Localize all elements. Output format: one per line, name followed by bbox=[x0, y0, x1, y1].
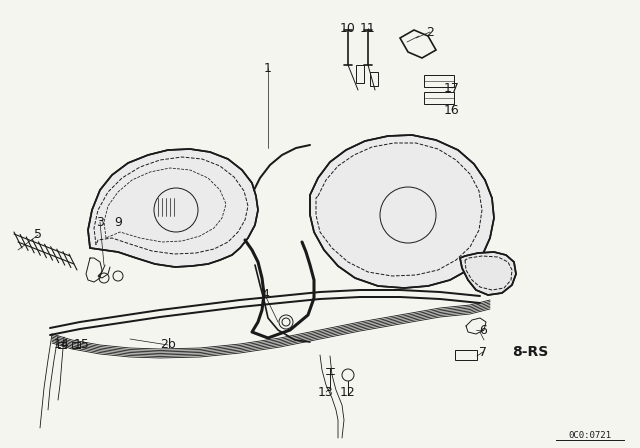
Bar bbox=[424, 75, 454, 87]
Bar bbox=[455, 350, 477, 360]
Text: 8-RS: 8-RS bbox=[512, 345, 548, 359]
Text: 14: 14 bbox=[54, 339, 70, 352]
Bar bbox=[424, 92, 454, 104]
Polygon shape bbox=[310, 135, 494, 288]
Polygon shape bbox=[88, 149, 258, 267]
Text: 17: 17 bbox=[444, 82, 460, 95]
Bar bbox=[356, 65, 364, 83]
Bar bbox=[370, 72, 378, 86]
Text: 1: 1 bbox=[264, 61, 272, 74]
Text: 10: 10 bbox=[340, 22, 356, 34]
Text: 7: 7 bbox=[479, 345, 487, 358]
Text: 2b: 2b bbox=[160, 339, 176, 352]
Text: 0C0:0721: 0C0:0721 bbox=[568, 431, 611, 440]
Text: 6: 6 bbox=[479, 323, 487, 336]
Text: 3: 3 bbox=[96, 215, 104, 228]
Text: 5: 5 bbox=[34, 228, 42, 241]
Text: 9: 9 bbox=[114, 215, 122, 228]
Text: 15: 15 bbox=[74, 339, 90, 352]
Text: 11: 11 bbox=[360, 22, 376, 34]
Polygon shape bbox=[460, 252, 516, 295]
Text: 16: 16 bbox=[444, 103, 460, 116]
Bar bbox=[72, 342, 80, 348]
Text: 2: 2 bbox=[426, 26, 434, 39]
Text: 12: 12 bbox=[340, 385, 356, 399]
Text: 4: 4 bbox=[261, 289, 269, 302]
Text: 13: 13 bbox=[318, 385, 334, 399]
Bar bbox=[58, 342, 66, 348]
